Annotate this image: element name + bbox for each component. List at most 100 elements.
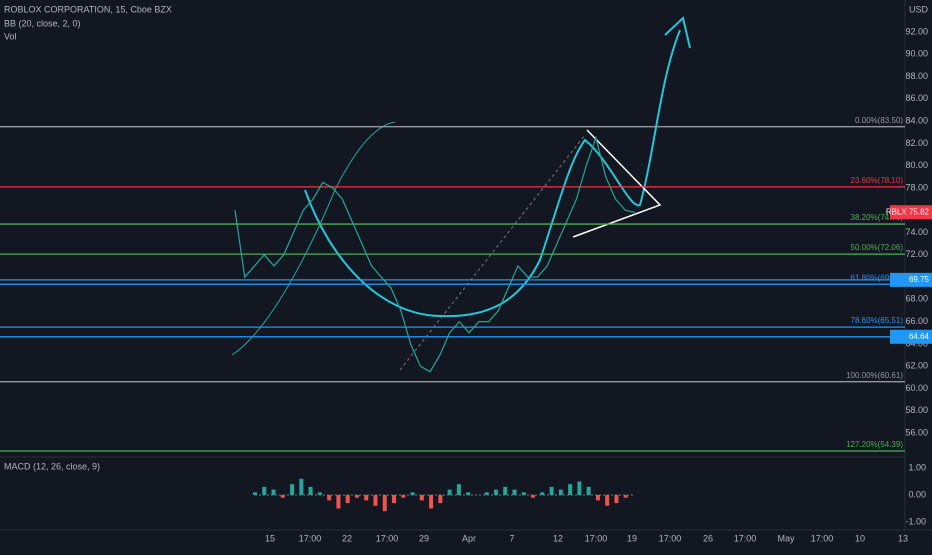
time-label: 19 [627,533,637,543]
currency: USD [909,4,929,14]
macd-bar [327,495,332,501]
macd-bar [419,495,424,501]
time-label: 15 [265,533,275,543]
macd-bar [568,484,573,495]
macd-bar [280,495,285,498]
price-tag-label: RBLX 75.82 [886,207,930,216]
bollinger-band [231,121,396,356]
time-label: 17:00 [659,533,682,543]
macd-bar [521,492,526,495]
price-tick-label: 82.00 [905,138,928,148]
macd-bar [493,489,498,495]
macd-bar [549,486,554,495]
fib-label: 38.20%(74.76) [851,213,904,222]
price-tick-label: 60.00 [905,383,928,393]
macd-bar [503,486,508,495]
macd-bar [317,492,322,495]
price-tick-label: 56.00 [905,427,928,437]
price-tag-label: 64.64 [909,332,930,341]
fib-label: 0.00%(83.50) [855,116,903,125]
price-tick-label: 74.00 [905,227,928,237]
arrow-head [664,16,691,49]
time-label: May [777,533,795,543]
price-line [234,135,636,373]
fib-label: 50.00%(72.06) [851,243,904,252]
cup-drawing [304,29,681,318]
macd-title: MACD (12, 26, close, 9) [4,461,100,471]
trend-line [399,134,586,371]
macd-tick-label: 0.00 [908,489,926,499]
macd-bar [605,495,610,506]
macd-tick-label: 1.00 [908,462,926,472]
macd-bar [392,495,397,504]
time-label: 17:00 [585,533,608,543]
macd-bar [299,478,304,495]
time-label: 13 [898,533,908,543]
macd-bar [336,495,341,509]
time-label: 17:00 [299,533,322,543]
price-tick-label: 84.00 [905,115,928,125]
time-label: Apr [462,533,476,543]
price-tag-label: 69.75 [909,275,930,284]
price-tag [890,205,932,220]
price-tick-label: 72.00 [905,249,928,259]
price-tick-label: 88.00 [905,71,928,81]
macd-bar [262,486,267,495]
fib-label: 127.20%(54.39) [846,440,903,449]
macd-bar [410,492,415,495]
time-label: 7 [509,533,514,543]
macd-bar [595,495,600,501]
time-label: 26 [703,533,713,543]
fib-label: 23.60%(78.10) [851,176,904,185]
indicator-label: BB (20, close, 2, 0) [4,18,81,28]
macd-bar [614,495,619,504]
price-tick-label: 92.00 [905,26,928,36]
macd-bar [401,495,406,498]
macd-bar [429,495,434,509]
macd-bar [577,481,582,495]
macd-bar [364,495,369,501]
fib-label: 100.00%(60.61) [846,371,903,380]
price-tick-label: 62.00 [905,361,928,371]
price-tick-label: 90.00 [905,49,928,59]
price-tick-label: 68.00 [905,294,928,304]
macd-bar [373,495,378,506]
macd-bar [623,495,628,498]
macd-bar [512,489,517,495]
macd-bar [456,484,461,495]
macd-bar [558,489,563,495]
macd-bar [345,495,350,504]
macd-bar [253,492,257,495]
price-tag [890,329,932,344]
volume-label: Vol [4,31,17,41]
price-tick-label: 66.00 [905,316,928,326]
macd-bar [484,492,489,495]
pennant [572,129,662,238]
time-label: 17:00 [811,533,834,543]
time-label: 12 [553,533,563,543]
price-tick-label: 58.00 [905,405,928,415]
macd-bar [382,495,387,512]
time-label: 17:00 [734,533,757,543]
time-label: 22 [342,533,352,543]
price-tick-label: 86.00 [905,93,928,103]
price-tag [890,272,932,287]
macd-tick-label: -1.00 [905,516,926,526]
macd-bar [438,495,443,504]
macd-bar [586,486,591,495]
time-label: 17:00 [376,533,399,543]
fib-label: 78.60%(65.51) [851,316,904,325]
fib-label: 61.80%(69.36) [851,273,904,282]
macd-bar [271,489,276,495]
price-tick-label: 80.00 [905,160,928,170]
time-label: 29 [419,533,429,543]
macd-bar [354,495,359,498]
time-label: 10 [855,533,865,543]
macd-bar [308,486,313,495]
macd-bar [531,495,536,498]
macd-bar [447,489,452,495]
price-tick-label: 78.00 [905,182,928,192]
macd-bar [540,492,545,495]
